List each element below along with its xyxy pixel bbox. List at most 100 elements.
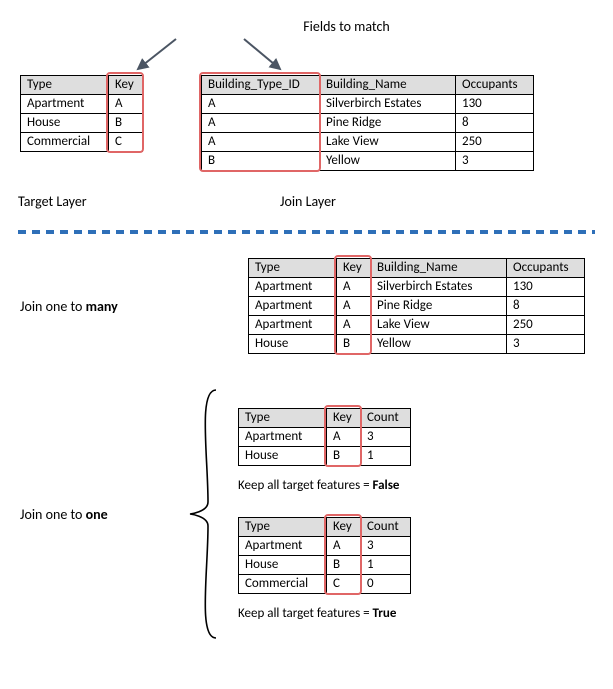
table-cell: Silverbirch Estates (320, 95, 456, 114)
table-row: HouseB1 (239, 446, 411, 465)
table-cell: 250 (456, 133, 534, 152)
table-cell: 1 (361, 446, 411, 465)
column-header: Key (109, 76, 143, 95)
column-header: Key (327, 517, 361, 536)
table-cell: B (327, 446, 361, 465)
layer-labels-row: Target Layer Join Layer (18, 193, 595, 210)
table-cell: A (337, 316, 371, 335)
column-header: Occupants (507, 259, 585, 278)
table-row: APine Ridge8 (202, 114, 534, 133)
oto-false-caption: Keep all target features = False (238, 478, 411, 493)
column-header: Building_Name (371, 259, 507, 278)
table-cell: 8 (456, 114, 534, 133)
join-table: Building_Type_IDBuilding_NameOccupantsAS… (201, 75, 534, 171)
oto-true-table-wrap: TypeKeyCountApartmentA3HouseB1Commercial… (238, 517, 411, 594)
column-header: Type (249, 259, 337, 278)
table-row: HouseBYellow3 (249, 335, 585, 354)
oto-false-caption-prefix: Keep all target features = (238, 478, 373, 493)
table-cell: 8 (507, 297, 585, 316)
table-cell: Yellow (320, 152, 456, 171)
join-table-wrap: Building_Type_IDBuilding_NameOccupantsAS… (201, 75, 534, 171)
oto-true-caption-prefix: Keep all target features = (238, 606, 373, 621)
table-cell: Pine Ridge (371, 297, 507, 316)
table-cell: B (109, 114, 143, 133)
table-cell: Apartment (21, 95, 109, 114)
column-header: Count (361, 408, 411, 427)
table-cell: Commercial (239, 574, 327, 593)
target-layer-label: Target Layer (18, 193, 188, 210)
table-cell: Apartment (249, 316, 337, 335)
table-cell: Apartment (249, 297, 337, 316)
oto-true-caption: Keep all target features = True (238, 606, 411, 621)
column-header: Type (21, 76, 109, 95)
table-row: ALake View250 (202, 133, 534, 152)
table-row: CommercialC0 (239, 574, 411, 593)
table-cell: 1 (361, 555, 411, 574)
table-cell: 130 (456, 95, 534, 114)
top-tables-row: TypeKeyApartmentAHouseBCommercialC Build… (18, 75, 595, 171)
table-cell: 250 (507, 316, 585, 335)
oto-true-table: TypeKeyCountApartmentA3HouseB1Commercial… (238, 517, 411, 594)
column-header: Count (361, 517, 411, 536)
column-header: Key (337, 259, 371, 278)
table-cell: B (327, 555, 361, 574)
column-header: Type (239, 517, 327, 536)
table-row: ApartmentA3 (239, 427, 411, 446)
oto-true-caption-bold: True (373, 606, 397, 621)
join-layer-label: Join Layer (280, 193, 336, 210)
arrow-right-icon (236, 37, 296, 75)
section-divider (18, 230, 595, 234)
target-table: TypeKeyApartmentAHouseBCommercialC (20, 75, 143, 152)
table-cell: Apartment (239, 536, 327, 555)
table-cell: House (239, 446, 327, 465)
column-header: Type (239, 408, 327, 427)
table-row: HouseB (21, 114, 143, 133)
one-to-one-row: Join one to one TypeKeyCountApartmentA3H… (18, 384, 595, 644)
table-cell: 3 (361, 536, 411, 555)
one-to-many-row: Join one to many TypeKeyBuilding_NameOcc… (18, 258, 595, 354)
fields-to-match-label: Fields to match (98, 18, 595, 35)
arrows-row (18, 39, 595, 75)
table-cell: Yellow (371, 335, 507, 354)
column-header: Building_Name (320, 76, 456, 95)
one-to-one-stack: TypeKeyCountApartmentA3HouseB1 Keep all … (238, 408, 411, 621)
table-cell: A (337, 297, 371, 316)
brace-icon (180, 384, 224, 644)
table-row: ApartmentA3 (239, 536, 411, 555)
target-table-wrap: TypeKeyApartmentAHouseBCommercialC (20, 75, 143, 152)
oto-false-block: TypeKeyCountApartmentA3HouseB1 Keep all … (238, 408, 411, 493)
oto-bold: one (86, 506, 108, 523)
table-row: HouseB1 (239, 555, 411, 574)
table-cell: Lake View (371, 316, 507, 335)
one-to-many-label: Join one to many (18, 298, 180, 315)
table-cell: A (327, 536, 361, 555)
one-to-one-label: Join one to one (18, 506, 180, 523)
table-cell: A (327, 427, 361, 446)
table-row: ApartmentA (21, 95, 143, 114)
otm-bold: many (86, 298, 118, 315)
one-to-many-table-wrap: TypeKeyBuilding_NameOccupantsApartmentAS… (248, 258, 585, 354)
table-row: CommercialC (21, 133, 143, 152)
table-cell: B (202, 152, 320, 171)
table-row: BYellow3 (202, 152, 534, 171)
table-cell: C (327, 574, 361, 593)
table-row: ApartmentASilverbirch Estates130 (249, 278, 585, 297)
table-cell: House (239, 555, 327, 574)
table-cell: 130 (507, 278, 585, 297)
table-cell: Apartment (239, 427, 327, 446)
column-header: Building_Type_ID (202, 76, 320, 95)
table-cell: A (109, 95, 143, 114)
table-cell: A (202, 114, 320, 133)
oto-false-caption-bold: False (373, 478, 400, 493)
table-row: ApartmentAPine Ridge8 (249, 297, 585, 316)
table-cell: Apartment (249, 278, 337, 297)
oto-prefix: Join one to (20, 506, 86, 523)
table-cell: 3 (456, 152, 534, 171)
table-cell: 3 (507, 335, 585, 354)
arrow-left-icon (128, 37, 188, 75)
table-cell: 3 (361, 427, 411, 446)
oto-false-table-wrap: TypeKeyCountApartmentA3HouseB1 (238, 408, 411, 466)
table-cell: A (337, 278, 371, 297)
table-cell: Commercial (21, 133, 109, 152)
table-row: ASilverbirch Estates130 (202, 95, 534, 114)
